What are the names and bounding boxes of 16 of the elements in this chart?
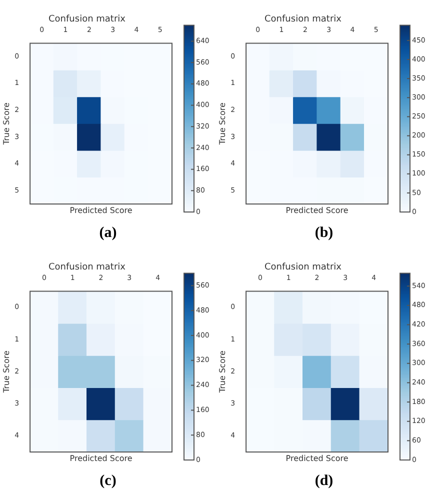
x-axis-title: Predicted Score [70, 454, 132, 464]
chart-title: Confusion matrix [264, 14, 342, 25]
x-axis-title: Predicted Score [70, 206, 132, 216]
y-axis-title: True Score [2, 102, 11, 146]
y-axis-title: True Score [218, 350, 227, 394]
text: (c) [98, 472, 118, 491]
x-axis-title: Predicted Score [286, 206, 348, 216]
chart-title: Confusion matrix [48, 262, 126, 273]
chart-title: Confusion matrix [264, 262, 342, 273]
text: (a) [98, 224, 118, 243]
text: (b) [314, 224, 334, 243]
y-axis-title: True Score [218, 102, 227, 146]
chart-title: Confusion matrix [48, 14, 126, 25]
x-axis-title: Predicted Score [286, 454, 348, 464]
text: (d) [314, 472, 334, 491]
y-axis-title: True Score [2, 350, 11, 394]
